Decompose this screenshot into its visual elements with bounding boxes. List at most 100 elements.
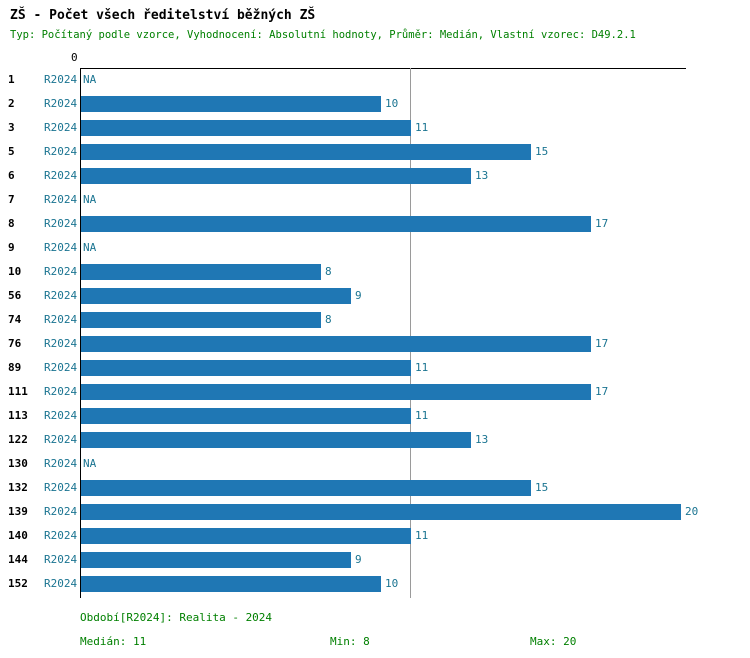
value-label: 17 (595, 337, 609, 350)
min-label: Min: 8 (330, 635, 370, 648)
chart-row: 111 R2024 17 (0, 380, 750, 404)
value-label: 15 (535, 481, 549, 494)
chart-row: 139 R2024 20 (0, 500, 750, 524)
max-label: Max: 20 (530, 635, 577, 648)
value-label: 9 (355, 289, 362, 302)
value-label: 10 (385, 577, 399, 590)
na-label: NA (83, 457, 97, 470)
value-bar (81, 360, 411, 376)
chart-row: 10 R2024 8 (0, 260, 750, 284)
chart-row: 5 R2024 15 (0, 140, 750, 164)
row-id-label: 144 (8, 553, 28, 566)
value-label: 11 (415, 409, 429, 422)
value-bar (81, 528, 411, 544)
series-label: R2024 (44, 217, 78, 230)
series-label: R2024 (44, 289, 78, 302)
series-label: R2024 (44, 409, 78, 422)
series-label: R2024 (44, 313, 78, 326)
row-id-label: 1 (8, 73, 15, 86)
value-bar (81, 168, 471, 184)
series-label: R2024 (44, 529, 78, 542)
y-axis-line (80, 68, 81, 598)
series-label: R2024 (44, 121, 78, 134)
row-id-label: 152 (8, 577, 28, 590)
row-id-label: 76 (8, 337, 22, 350)
x-axis-zero-label: 0 (71, 51, 78, 64)
value-bar (81, 432, 471, 448)
chart-row: 140 R2024 11 (0, 524, 750, 548)
chart-row: 2 R2024 10 (0, 92, 750, 116)
series-label: R2024 (44, 433, 78, 446)
value-label: 11 (415, 121, 429, 134)
chart-row: 144 R2024 9 (0, 548, 750, 572)
value-bar (81, 120, 411, 136)
series-label: R2024 (44, 193, 78, 206)
chart-row: 130 R2024 NA (0, 452, 750, 476)
series-label: R2024 (44, 265, 78, 278)
value-label: 13 (475, 169, 489, 182)
value-bar (81, 216, 591, 232)
chart-row: 76 R2024 17 (0, 332, 750, 356)
value-bar (81, 576, 381, 592)
value-bar (81, 144, 531, 160)
series-label: R2024 (44, 337, 78, 350)
value-bar (81, 312, 321, 328)
value-label: 8 (325, 313, 332, 326)
row-id-label: 89 (8, 361, 22, 374)
value-bar (81, 504, 681, 520)
value-label: 13 (475, 433, 489, 446)
chart-subtitle: Typ: Počítaný podle vzorce, Vyhodnocení:… (10, 29, 636, 41)
row-id-label: 3 (8, 121, 15, 134)
series-label: R2024 (44, 169, 78, 182)
value-label: 8 (325, 265, 332, 278)
row-id-label: 122 (8, 433, 28, 446)
chart-row: 8 R2024 17 (0, 212, 750, 236)
x-axis-line (80, 68, 686, 69)
value-label: 17 (595, 217, 609, 230)
row-id-label: 140 (8, 529, 28, 542)
value-bar (81, 384, 591, 400)
series-label: R2024 (44, 241, 78, 254)
chart-row: 74 R2024 8 (0, 308, 750, 332)
chart-row: 152 R2024 10 (0, 572, 750, 596)
value-label: 15 (535, 145, 549, 158)
series-label: R2024 (44, 385, 78, 398)
row-id-label: 139 (8, 505, 28, 518)
row-id-label: 111 (8, 385, 28, 398)
row-id-label: 8 (8, 217, 15, 230)
value-bar (81, 96, 381, 112)
row-id-label: 9 (8, 241, 15, 254)
series-label: R2024 (44, 73, 78, 86)
row-id-label: 74 (8, 313, 22, 326)
series-label: R2024 (44, 145, 78, 158)
chart-row: 6 R2024 13 (0, 164, 750, 188)
median-gridline (410, 68, 411, 598)
row-id-label: 2 (8, 97, 15, 110)
chart-row: 56 R2024 9 (0, 284, 750, 308)
value-bar (81, 336, 591, 352)
chart-row: 113 R2024 11 (0, 404, 750, 428)
row-id-label: 10 (8, 265, 22, 278)
value-label: 11 (415, 529, 429, 542)
median-label: Medián: 11 (80, 635, 147, 648)
value-bar (81, 408, 411, 424)
series-label: R2024 (44, 505, 78, 518)
chart-row: 122 R2024 13 (0, 428, 750, 452)
na-label: NA (83, 193, 97, 206)
series-label: R2024 (44, 457, 78, 470)
chart-row: 7 R2024 NA (0, 188, 750, 212)
na-label: NA (83, 241, 97, 254)
row-id-label: 5 (8, 145, 15, 158)
series-label: R2024 (44, 361, 78, 374)
value-label: 20 (685, 505, 699, 518)
chart-rows: 1 R2024 NA 2 R2024 10 3 R2024 11 5 R2024 15 6 R2024 13… (0, 68, 750, 596)
value-label: 10 (385, 97, 399, 110)
row-id-label: 132 (8, 481, 28, 494)
chart-row: 132 R2024 15 (0, 476, 750, 500)
value-bar (81, 552, 351, 568)
row-id-label: 113 (8, 409, 28, 422)
value-label: 17 (595, 385, 609, 398)
series-label: R2024 (44, 553, 78, 566)
value-bar (81, 288, 351, 304)
